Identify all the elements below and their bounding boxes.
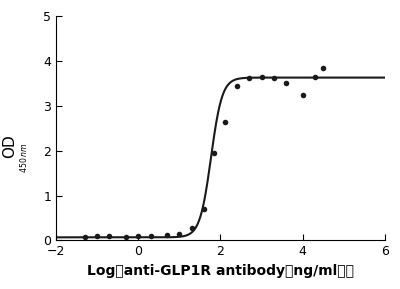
Point [258, 74, 265, 79]
Point [164, 233, 170, 237]
Point [271, 76, 277, 80]
Point [82, 235, 88, 239]
X-axis label: Log（anti-GLP1R antibody（ng/ml））: Log（anti-GLP1R antibody（ng/ml）） [87, 264, 354, 278]
Point [211, 151, 218, 155]
Point [201, 207, 207, 211]
Text: $_{450\,nm}$: $_{450\,nm}$ [19, 142, 31, 173]
Point [135, 234, 142, 238]
Point [300, 92, 306, 97]
Point [312, 74, 318, 79]
Point [320, 65, 326, 70]
Point [234, 83, 240, 88]
Point [147, 234, 154, 238]
Point [221, 119, 228, 124]
Point [246, 76, 252, 80]
Point [283, 81, 290, 86]
Point [123, 235, 129, 239]
Point [176, 231, 182, 236]
Point [94, 234, 100, 239]
Text: OD: OD [2, 134, 18, 158]
Point [188, 226, 195, 231]
Point [106, 234, 113, 239]
